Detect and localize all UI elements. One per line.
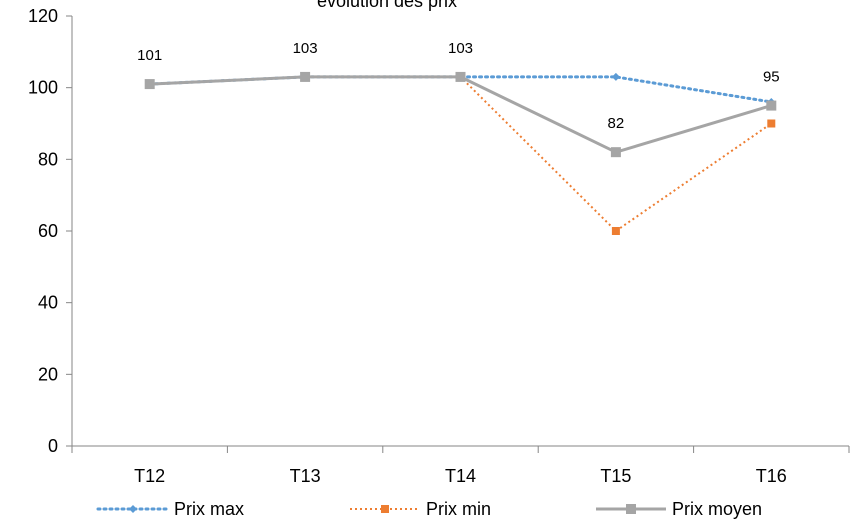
- legend: Prix max Prix min Prix moyen: [96, 499, 762, 519]
- y-tick-label: 40: [38, 293, 58, 313]
- x-tick-label: T12: [134, 466, 165, 486]
- axes: 0 20 40 60 80 100 120 T12 T13 T14 T15 T16: [28, 6, 850, 486]
- data-point: [767, 119, 776, 128]
- data-point: [611, 72, 620, 81]
- y-tick-label: 60: [38, 221, 58, 241]
- data-point: [144, 79, 155, 90]
- legend-label: Prix max: [174, 499, 244, 519]
- y-tick-label: 120: [28, 6, 58, 26]
- x-tick-label: T14: [445, 466, 476, 486]
- y-tick-label: 100: [28, 78, 58, 98]
- x-tick-label: T13: [290, 466, 321, 486]
- data-label: 82: [608, 115, 625, 132]
- legend-marker: [381, 505, 389, 513]
- chart-title: évolution des prix: [317, 0, 457, 11]
- series-prix-min: [145, 72, 776, 235]
- x-tick-label: T15: [600, 466, 631, 486]
- legend-item: Prix max: [96, 499, 244, 519]
- data-label: 103: [448, 40, 473, 57]
- series-line: [149, 75, 772, 233]
- data-label: 95: [763, 69, 780, 86]
- data-label: 101: [137, 47, 162, 64]
- legend-label: Prix moyen: [672, 499, 762, 519]
- data-point: [611, 227, 620, 235]
- data-point: [766, 100, 777, 111]
- legend-marker: [129, 505, 137, 513]
- legend-item: Prix moyen: [596, 499, 762, 519]
- data-point: [610, 147, 621, 158]
- data-point: [300, 71, 311, 82]
- x-tick-label: T16: [756, 466, 787, 486]
- series-layer: [144, 71, 777, 235]
- y-tick-label: 20: [38, 364, 58, 384]
- data-point: [455, 71, 466, 82]
- series-prix-moyen: [144, 71, 777, 158]
- y-tick-label: 0: [48, 436, 58, 456]
- legend-label: Prix min: [426, 499, 491, 519]
- data-label: 103: [293, 40, 318, 57]
- legend-item: Prix min: [350, 499, 491, 519]
- y-tick-label: 80: [38, 149, 58, 169]
- legend-marker: [626, 504, 636, 514]
- data-labels: 101 103 103 82 95: [137, 40, 779, 132]
